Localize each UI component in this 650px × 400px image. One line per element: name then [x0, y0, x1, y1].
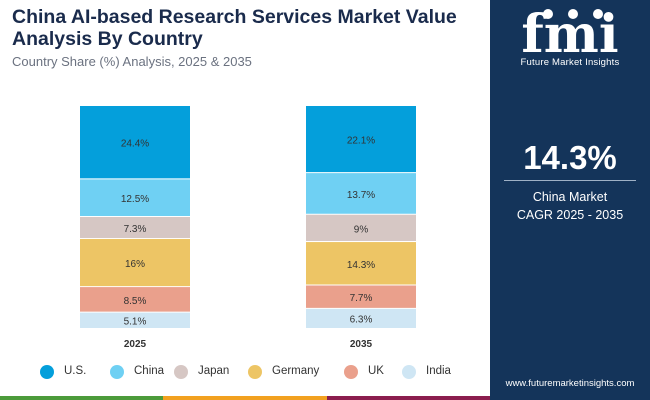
website-url: www.futuremarketinsights.com [505, 378, 635, 389]
cagr-label: China Market CAGR 2025 - 2035 [490, 188, 650, 224]
data-label: 8.5% [124, 296, 147, 307]
bar-segment-us-2035 [306, 106, 416, 174]
bar-segment-uk-2025 [80, 287, 190, 313]
cagr-value: 14.3% [523, 139, 617, 176]
logo-caption: Future Market Insights [520, 57, 620, 68]
cagr-label-line2: CAGR 2025 - 2035 [516, 208, 624, 222]
legend-label: Japan [198, 365, 230, 377]
accent-maroon [326, 396, 490, 400]
cagr-label-line1: China Market [532, 190, 608, 204]
data-label: 9% [354, 224, 369, 235]
legend-label: Germany [272, 365, 320, 377]
data-label: 7.3% [124, 224, 147, 235]
data-label: 24.4% [121, 139, 149, 150]
legend-label: UK [368, 365, 384, 377]
data-label: 16% [125, 259, 145, 270]
bar-segment-china-2035 [306, 173, 416, 215]
bar-segment-china-2025 [80, 179, 190, 217]
data-label: 5.1% [124, 316, 147, 327]
bar-segment-germany-2035 [306, 242, 416, 286]
x-tick-label: 2025 [124, 339, 147, 350]
legend-swatch [344, 365, 358, 379]
data-label: 12.5% [121, 194, 149, 205]
fmi-logo-icon: fmi [521, 8, 618, 56]
x-tick-label: 2035 [350, 339, 373, 350]
chart-legend: U.S. China Japan Germany UK India [40, 364, 480, 382]
legend-label: U.S. [64, 365, 87, 377]
legend-swatch [248, 365, 262, 379]
data-label: 7.7% [350, 293, 373, 304]
data-label: 6.3% [350, 314, 373, 325]
legend-label: India [426, 365, 451, 377]
bar-segment-germany-2025 [80, 238, 190, 288]
chart-title: China AI-based Research Services Market … [12, 6, 457, 50]
data-label: 13.7% [347, 190, 375, 201]
accent-orange [163, 396, 327, 400]
bar-segment-india-2025 [80, 312, 190, 328]
panel-divider [504, 180, 636, 181]
legend-swatch [402, 365, 416, 379]
legend-swatch [174, 365, 188, 379]
data-label: 14.3% [347, 260, 375, 271]
stacked-bar-chart: 24.4% 12.5% 7.3% 16% 8.5% 5.1% 2025 22.1% 13.7% 9… [80, 106, 416, 350]
bar-segment-us-2025 [80, 106, 190, 180]
bar-segment-uk-2035 [306, 285, 416, 309]
accent-green [0, 396, 164, 400]
bottom-accent-bar [0, 396, 490, 400]
chart-subtitle: Country Share (%) Analysis, 2025 & 2035 [12, 54, 252, 69]
legend-swatch [40, 365, 54, 379]
bar-segment-japan-2035 [306, 214, 416, 243]
side-panel: fmi Future Market Insights 14.3% China M… [490, 0, 650, 400]
bar-segment-india-2035 [306, 308, 416, 328]
legend-label: China [134, 365, 165, 377]
legend-swatch [110, 365, 124, 379]
data-label: 22.1% [347, 136, 375, 147]
bar-segment-japan-2025 [80, 217, 190, 239]
